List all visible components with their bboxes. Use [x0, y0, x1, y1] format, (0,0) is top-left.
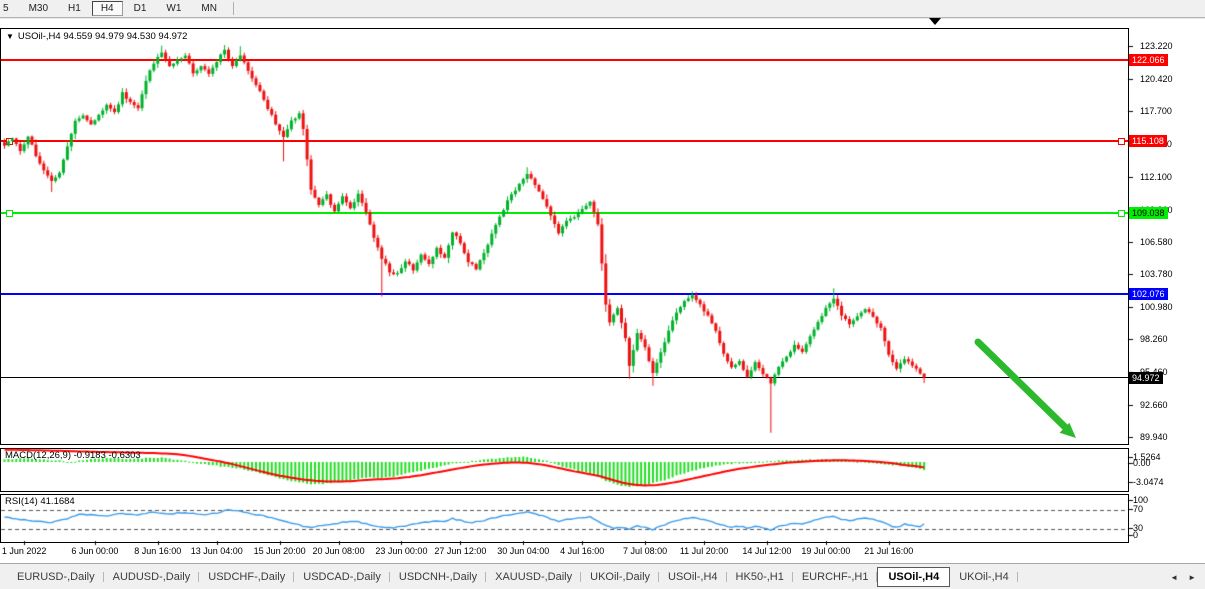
price-axis-tick: 100.980	[1140, 302, 1173, 313]
chart-symbol-header[interactable]: ▼ USOil-,H4 94.559 94.979 94.530 94.972	[6, 31, 187, 42]
macd-indicator-label: MACD(12,26,9) -0.9183 -0.6303	[5, 450, 141, 461]
price-axis-tick: 120.420	[1140, 73, 1173, 84]
time-axis-label: 1 Jun 2022	[1, 546, 47, 556]
level-price-badge: 122.066	[1129, 53, 1168, 66]
rsi-axis-tick: 70	[1133, 504, 1144, 514]
price-axis-tick: 106.580	[1140, 236, 1173, 247]
price-axis-tick: 89.940	[1140, 432, 1168, 442]
time-axis-label: 15 Jun 20:00	[253, 546, 306, 556]
time-axis-label: 23 Jun 00:00	[375, 546, 428, 556]
price-axis-tick: 117.700	[1140, 105, 1172, 116]
chevron-down-icon[interactable]: ▼	[6, 32, 14, 41]
macd-axis-tick: 1.5264	[1133, 452, 1161, 462]
rsi-axis-tick: 100	[1133, 495, 1149, 505]
rsi-indicator-label: RSI(14) 41.1684	[5, 496, 75, 507]
macd-axis-tick: 0.00	[1133, 458, 1151, 468]
time-axis-label: 11 Jul 20:00	[679, 546, 729, 556]
level-price-badge: 102.076	[1129, 288, 1168, 301]
price-axis-tick: 98.260	[1140, 334, 1168, 345]
price-axis-tick: 112.100	[1140, 171, 1172, 182]
level-price-badge: 94.972	[1129, 371, 1163, 384]
rsi-axis-tick: 30	[1133, 523, 1144, 533]
time-axis-label: 13 Jun 04:00	[190, 546, 243, 556]
price-axis-tick: 103.780	[1140, 269, 1173, 280]
chart-symbol-ohlc: USOil-,H4 94.559 94.979 94.530 94.972	[17, 31, 188, 42]
time-axis-label: 27 Jun 12:00	[434, 546, 487, 556]
time-axis-label: 14 Jul 12:00	[742, 546, 792, 556]
time-axis-label: 6 Jun 00:00	[71, 546, 119, 556]
time-axis-label: 4 Jul 16:00	[560, 546, 605, 556]
time-axis-label: 8 Jun 16:00	[134, 546, 182, 556]
price-axis-tick: 92.660	[1140, 400, 1168, 411]
time-axis-label: 20 Jun 08:00	[312, 546, 365, 556]
level-price-badge: 109.038	[1129, 206, 1168, 219]
time-axis-label: 19 Jul 00:00	[801, 546, 851, 556]
rsi-axis-tick: 0	[1133, 530, 1139, 540]
price-axis-tick: 123.220	[1140, 41, 1173, 51]
chart-shift-marker-icon[interactable]	[929, 18, 941, 25]
time-axis-label: 7 Jul 08:00	[623, 546, 668, 556]
level-price-badge: 115.108	[1129, 135, 1167, 148]
time-axis-label: 21 Jul 16:00	[864, 546, 914, 556]
time-axis-label: 30 Jun 04:00	[497, 546, 550, 556]
down-trend-arrow[interactable]	[965, 329, 1090, 449]
macd-axis-tick: -3.0474	[1133, 477, 1164, 487]
